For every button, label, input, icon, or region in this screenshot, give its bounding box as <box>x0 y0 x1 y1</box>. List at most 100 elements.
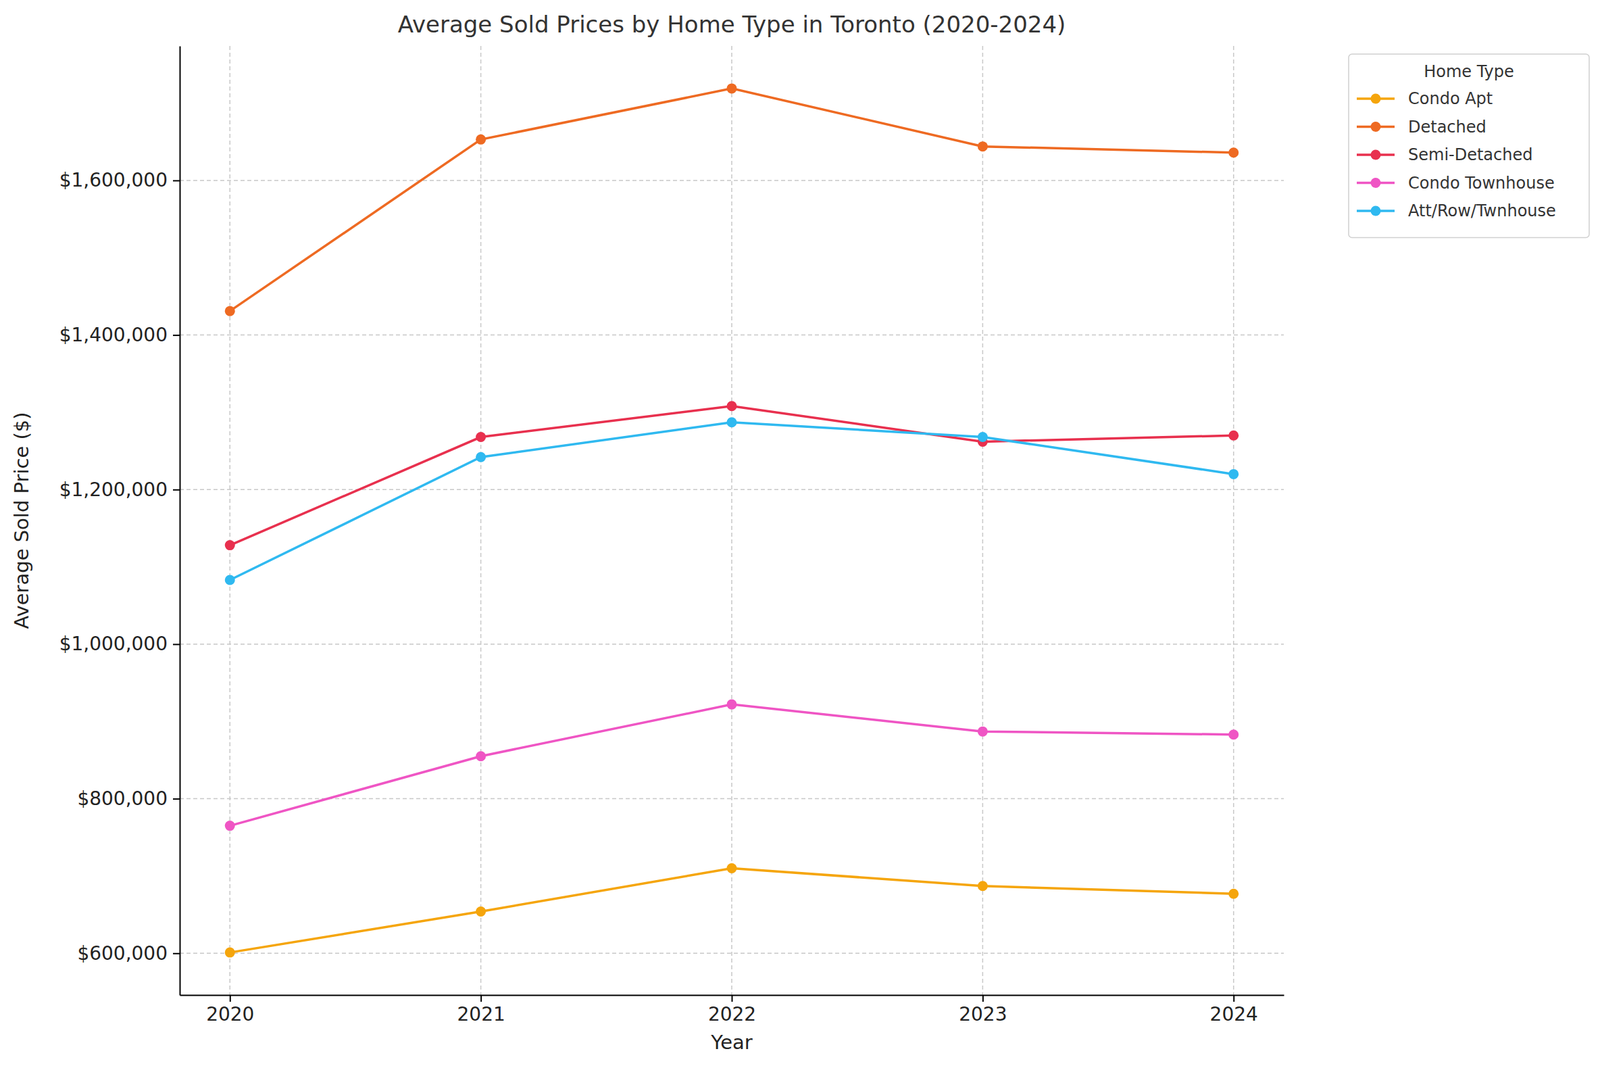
title: Average Sold Prices by Home Type in Toro… <box>397 10 1067 38</box>
grid-line <box>179 797 1284 800</box>
y-axis: $600,000 $800,000 $1,000,000 $1,200,000 $1,4… <box>59 46 181 996</box>
legend-marker <box>1370 93 1382 105</box>
tick-mark <box>982 994 984 1002</box>
legend-marker <box>1370 177 1382 188</box>
series-group <box>225 83 1239 957</box>
line <box>229 422 1234 580</box>
legend-entry: Semi-Detached <box>1356 145 1533 165</box>
tick: 2023 <box>958 994 1007 1025</box>
point <box>475 906 486 917</box>
legend-label: Detached <box>1408 117 1487 137</box>
legend-marker <box>1370 121 1382 132</box>
grid-line <box>179 643 1284 645</box>
legend-entry: Detached <box>1356 117 1487 137</box>
tick: $1,000,000 <box>59 632 180 655</box>
tick-label: 2022 <box>708 1002 757 1025</box>
legend-marker <box>1370 150 1382 161</box>
tick: $1,600,000 <box>59 168 180 192</box>
point <box>1228 147 1239 158</box>
tick-label: $600,000 <box>77 941 168 965</box>
tick: 2022 <box>708 994 757 1025</box>
x-axis-label: Year <box>710 1030 753 1054</box>
legend-label: Condo Townhouse <box>1408 173 1555 193</box>
line <box>229 867 1234 953</box>
line <box>229 406 1234 546</box>
point <box>475 750 486 761</box>
tick-mark <box>229 994 232 1002</box>
point <box>727 416 738 428</box>
tick-mark <box>172 952 180 955</box>
point <box>1228 430 1239 441</box>
chart: 2020 2021 2022 2023 2024 $600,000 $800,000 $1,0… <box>0 0 1600 1068</box>
series <box>225 400 1239 550</box>
point <box>225 820 236 831</box>
point <box>977 726 988 737</box>
legend-label: Semi-Detached <box>1408 145 1533 165</box>
grid-line <box>1233 45 1235 995</box>
tick-label: $800,000 <box>77 787 168 810</box>
point <box>1228 468 1239 480</box>
legend-title: Home Type <box>1423 62 1515 82</box>
legend-entry: Condo Townhouse <box>1356 173 1555 193</box>
tick-label: 2020 <box>206 1002 255 1025</box>
series <box>225 699 1239 832</box>
line <box>229 704 1234 826</box>
point <box>475 431 486 442</box>
tick-label: $1,000,000 <box>59 632 168 655</box>
tick-mark <box>172 489 180 491</box>
x-axis: 2020 2021 2022 2023 2024 <box>180 994 1285 1025</box>
tick-mark <box>172 334 180 336</box>
point <box>1228 888 1239 899</box>
tick-mark <box>480 994 482 1002</box>
point <box>727 699 738 710</box>
point <box>977 141 988 152</box>
tick-label: 2021 <box>457 1002 506 1025</box>
tick-mark <box>172 797 180 800</box>
legend: Home Type Condo Apt Detached Semi-Detached C… <box>1348 54 1590 238</box>
point <box>727 862 738 873</box>
grid-line <box>179 489 1284 491</box>
plot: 2020 2021 2022 2023 2024 $600,000 $800,000 $1,0… <box>59 45 1285 1025</box>
tick-label: $1,200,000 <box>59 478 168 501</box>
tick: 2024 <box>1210 994 1259 1025</box>
legend-label: Att/Row/Twnhouse <box>1408 201 1557 221</box>
point <box>727 83 738 94</box>
point <box>225 539 236 550</box>
series <box>225 416 1239 585</box>
tick-label: $1,400,000 <box>59 323 168 346</box>
tick: $600,000 <box>77 941 180 965</box>
tick-label: $1,600,000 <box>59 168 168 192</box>
tick: $1,400,000 <box>59 323 180 346</box>
series <box>225 83 1239 316</box>
line <box>229 88 1234 311</box>
grid-line <box>731 45 733 995</box>
legend-frame <box>1348 54 1590 238</box>
grid-line <box>982 45 984 995</box>
grid-line <box>179 179 1284 182</box>
point <box>475 452 486 463</box>
point <box>225 947 236 958</box>
tick-mark <box>172 643 180 645</box>
point <box>225 575 236 586</box>
tick-mark <box>731 994 734 1002</box>
tick-mark <box>1233 994 1235 1002</box>
tick: 2021 <box>457 994 506 1025</box>
legend-label: Condo Apt <box>1408 89 1493 109</box>
axis-line <box>179 46 182 996</box>
legend-marker <box>1370 206 1382 217</box>
grid-line <box>229 45 232 995</box>
grid-line <box>480 45 482 995</box>
grid-line <box>179 952 1284 955</box>
point <box>977 880 988 891</box>
point <box>225 306 236 317</box>
tick-label: 2024 <box>1210 1002 1259 1025</box>
legend-entry: Condo Apt <box>1356 89 1493 109</box>
point <box>727 400 738 411</box>
tick-mark <box>172 179 180 182</box>
point <box>977 431 988 442</box>
tick-label: 2023 <box>958 1002 1007 1025</box>
point <box>475 134 486 145</box>
tick: $1,200,000 <box>59 478 180 501</box>
point <box>1228 729 1239 740</box>
grid-line <box>179 334 1284 336</box>
